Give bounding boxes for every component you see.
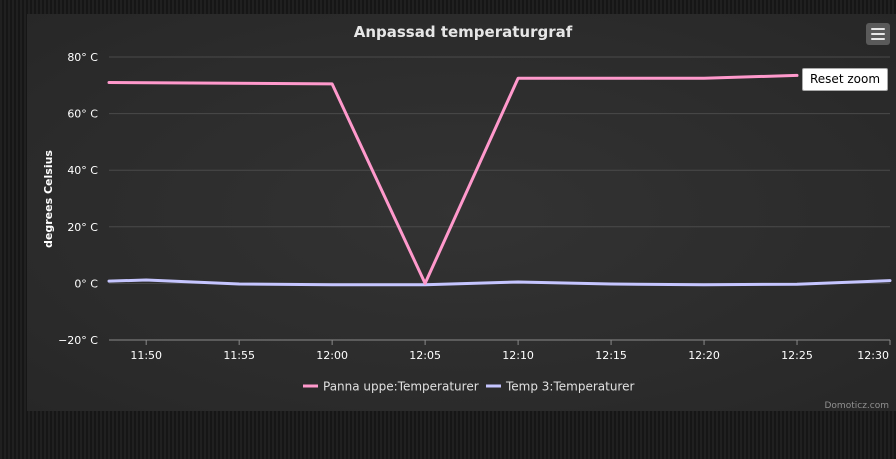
y-axis-label: degrees Celsius [42,150,55,248]
x-tick-label: 12:20 [688,349,720,362]
x-tick-label: 11:50 [130,349,162,362]
y-axis-ticks: 80° C 60° C 40° C 20° C 0° C −20° C [58,51,98,347]
series-line-0[interactable] [107,73,799,285]
y-tick-label: 20° C [67,221,98,234]
x-tick-label: 12:15 [595,349,627,362]
x-tick-label: 12:00 [316,349,348,362]
grid [109,56,890,341]
legend: Panna uppe:Temperaturer Temp 3:Temperatu… [303,380,634,394]
y-tick-label: 40° C [67,164,98,177]
legend-item-1[interactable]: Temp 3:Temperaturer [486,380,634,394]
x-tick-label: 11:55 [223,349,255,362]
chart-panel [27,14,896,411]
reset-zoom-button[interactable]: Reset zoom [802,68,889,91]
chart-title: Anpassad temperaturgraf [354,23,573,41]
legend-label-0: Panna uppe:Temperaturer [323,380,479,394]
hamburger-menu-icon[interactable] [866,23,890,45]
y-tick-label: −20° C [58,334,98,347]
y-tick-label: 0° C [74,277,98,290]
series-line-1[interactable] [107,278,892,287]
x-tick-label: 12:05 [409,349,441,362]
y-tick-label: 60° C [67,108,98,121]
series-lines [107,73,892,287]
x-tick-label: 12:10 [502,349,534,362]
x-axis-ticks: 11:50 11:55 12:00 12:05 12:10 12:15 12:20 12:25… [109,339,891,362]
y-tick-label: 80° C [67,51,98,64]
legend-item-0[interactable]: Panna uppe:Temperaturer [303,380,479,394]
credits[interactable]: Domoticz.com [825,401,890,411]
legend-label-1: Temp 3:Temperaturer [505,380,634,394]
x-tick-label: 12:25 [781,349,813,362]
x-tick-label: 12:30 [857,349,889,362]
